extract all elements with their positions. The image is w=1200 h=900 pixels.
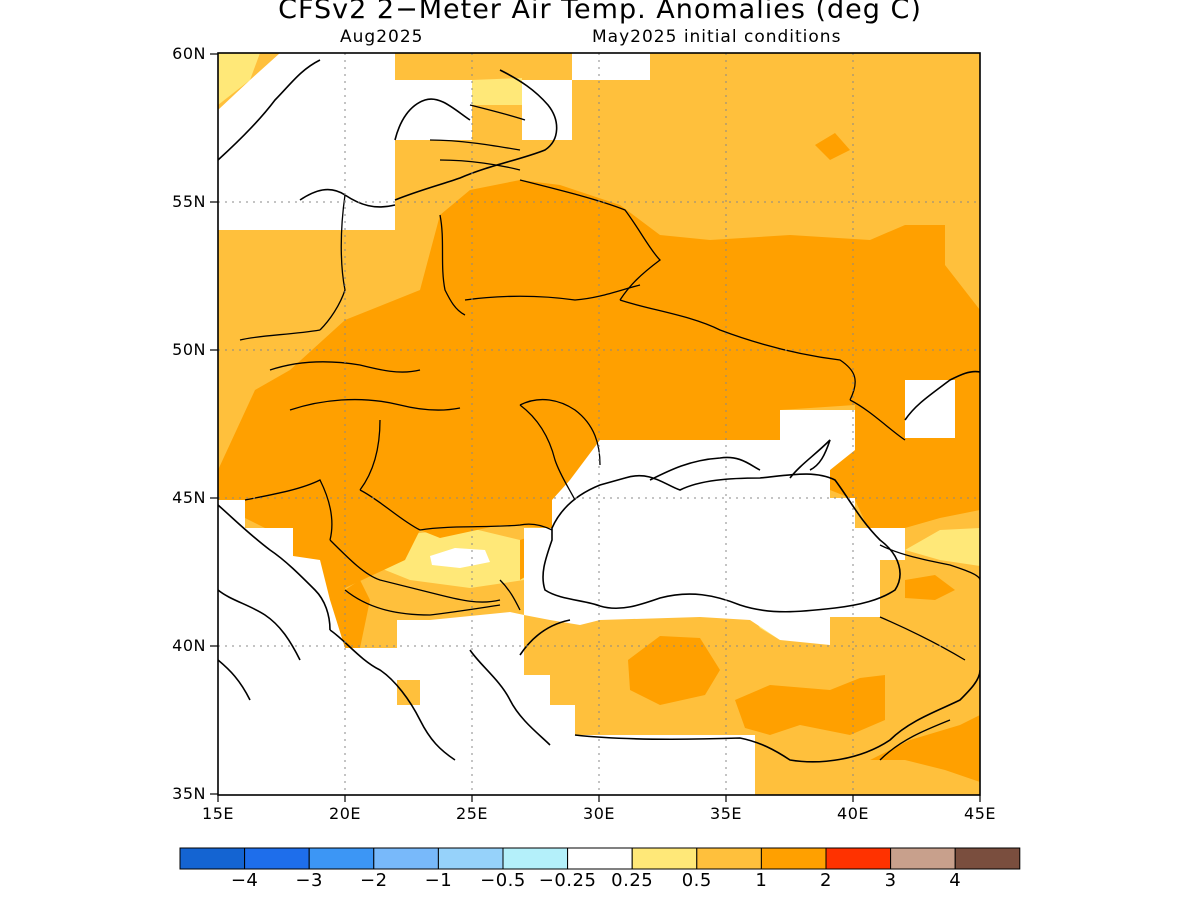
border-romania-moldova	[519, 404, 576, 501]
lat-label-45n: 45N	[172, 488, 206, 507]
colorbar-swatch-5	[437, 847, 504, 870]
border-belarus-russia	[519, 179, 661, 301]
border-greece-north	[344, 589, 501, 616]
anomaly-region-white-baltic-n	[395, 53, 650, 80]
border-poland-belarus	[439, 214, 466, 316]
colorbar-swatch-7	[567, 847, 633, 870]
border-poland-germany	[319, 194, 346, 331]
turkey-coast	[574, 669, 980, 763]
colorbar-swatch-8	[631, 847, 698, 870]
lat-label-40n: 40N	[172, 636, 206, 655]
border-moldova-ukraine	[519, 398, 601, 466]
lon-label-20e: 20E	[329, 804, 361, 823]
coastlines	[218, 59, 980, 763]
border-hungary-romania	[359, 419, 381, 491]
anomaly-region-orange-se	[870, 715, 980, 782]
border-ukraine-russia	[619, 299, 856, 401]
anomaly-region-yellow-caucasus	[905, 528, 980, 566]
border-belarus-ukraine	[464, 284, 641, 301]
anomaly-region-orange-anatolia	[628, 636, 720, 705]
colorbar-label-p3: 3	[884, 870, 897, 891]
anomaly-region-white-caspian	[905, 380, 955, 438]
anomaly-region-white-finland	[522, 80, 572, 140]
caspian-coast	[904, 370, 980, 421]
border-serbia-bosnia	[244, 479, 333, 541]
anomaly-region-white-bulgaria-core	[430, 548, 490, 568]
border-czech	[239, 329, 421, 373]
border-russia-kazakhstan	[849, 399, 906, 441]
lat-label-60n: 60N	[172, 44, 206, 63]
anomaly-region-white-scandinavia	[218, 53, 395, 230]
axis-ticks	[210, 53, 981, 802]
colorbar-swatch-4	[373, 847, 439, 870]
anomaly-region-orange-adriatic	[345, 580, 370, 648]
initial-conditions: May2025 initial conditions	[592, 27, 842, 47]
colorbar-swatch-9	[696, 847, 762, 870]
grid-lines	[218, 53, 980, 795]
colorbar-swatch-10	[760, 847, 827, 870]
italy-coast	[218, 589, 301, 701]
colorbar-label-m025: −0.25	[538, 870, 597, 891]
colorbar-label-p2: 2	[820, 870, 832, 891]
anomaly-region-white-thrace	[397, 680, 420, 705]
anomaly-region-white-greece	[218, 500, 755, 795]
forecast-month: Aug2025	[340, 27, 424, 47]
colorbar-label-m05: −0.5	[480, 870, 526, 891]
lon-label-35e: 35E	[710, 804, 742, 823]
colorbar-label-p1: 1	[755, 870, 768, 891]
border-turkey-east	[879, 616, 966, 761]
colorbar-label-p4: 4	[949, 870, 962, 891]
crimea-coastline	[649, 456, 761, 481]
border-caucasus	[879, 544, 980, 581]
azov-coastline	[789, 439, 831, 479]
colorbar-label-m1: −1	[424, 870, 453, 891]
colorbar-label-m4: −4	[230, 870, 259, 891]
anomaly-region-white-blacksea	[524, 410, 905, 645]
baltic-coast	[394, 69, 558, 201]
anomaly-region-yellow-nw	[218, 53, 260, 105]
anomaly-region-white-baltic	[395, 80, 472, 140]
anomaly-region-yellow-baltic	[472, 78, 522, 105]
border-romania-bulgaria	[419, 523, 553, 531]
lon-label-30e: 30E	[583, 804, 615, 823]
anomaly-region-orange-russia-n	[815, 133, 850, 160]
colorbar-label-m3: −3	[295, 870, 323, 891]
colorbar-swatch-12	[890, 847, 956, 870]
chart-title: CFSv2 2−Meter Air Temp. Anomalies (deg C…	[278, 0, 922, 25]
colorbar-swatch-6	[502, 847, 569, 870]
lat-label-35n: 35N	[172, 784, 206, 803]
adriatic-coast	[218, 504, 331, 631]
colorbar-label-p05: 0.5	[681, 870, 712, 891]
lon-label-40e: 40E	[837, 804, 869, 823]
border-estonia	[469, 104, 526, 121]
colorbar	[179, 847, 1021, 870]
colorbar-swatch-1	[179, 847, 246, 870]
border-romania-serbia	[359, 489, 421, 531]
colorbar-swatch-13	[954, 847, 1021, 870]
colorbar-swatch-11	[825, 847, 892, 870]
blacksea-coastline	[542, 473, 901, 613]
country-borders	[239, 104, 980, 761]
anomaly-region-orange-main	[218, 180, 980, 648]
anomaly-region-orange-caucasus	[905, 575, 955, 600]
colorbar-swatch-2	[244, 847, 310, 870]
lon-label-25e: 25E	[456, 804, 488, 823]
anomaly-region-orange-anatolia-e	[735, 675, 885, 735]
border-lithuania-latvia	[429, 139, 521, 171]
border-bulgaria-turkey	[499, 579, 521, 611]
lat-label-50n: 50N	[172, 340, 206, 359]
colorbar-swatch-3	[308, 847, 375, 870]
lon-label-45e: 45E	[964, 804, 996, 823]
colorbar-label-m2: −2	[360, 870, 388, 891]
border-balkans	[329, 539, 501, 603]
colorbar-label-p025: 0.25	[611, 870, 654, 891]
map-frame	[217, 52, 981, 796]
aegean-coast	[329, 619, 571, 761]
lat-label-55n: 55N	[172, 192, 206, 211]
border-slovakia-hungary	[289, 398, 461, 411]
lon-label-15e: 15E	[202, 804, 234, 823]
